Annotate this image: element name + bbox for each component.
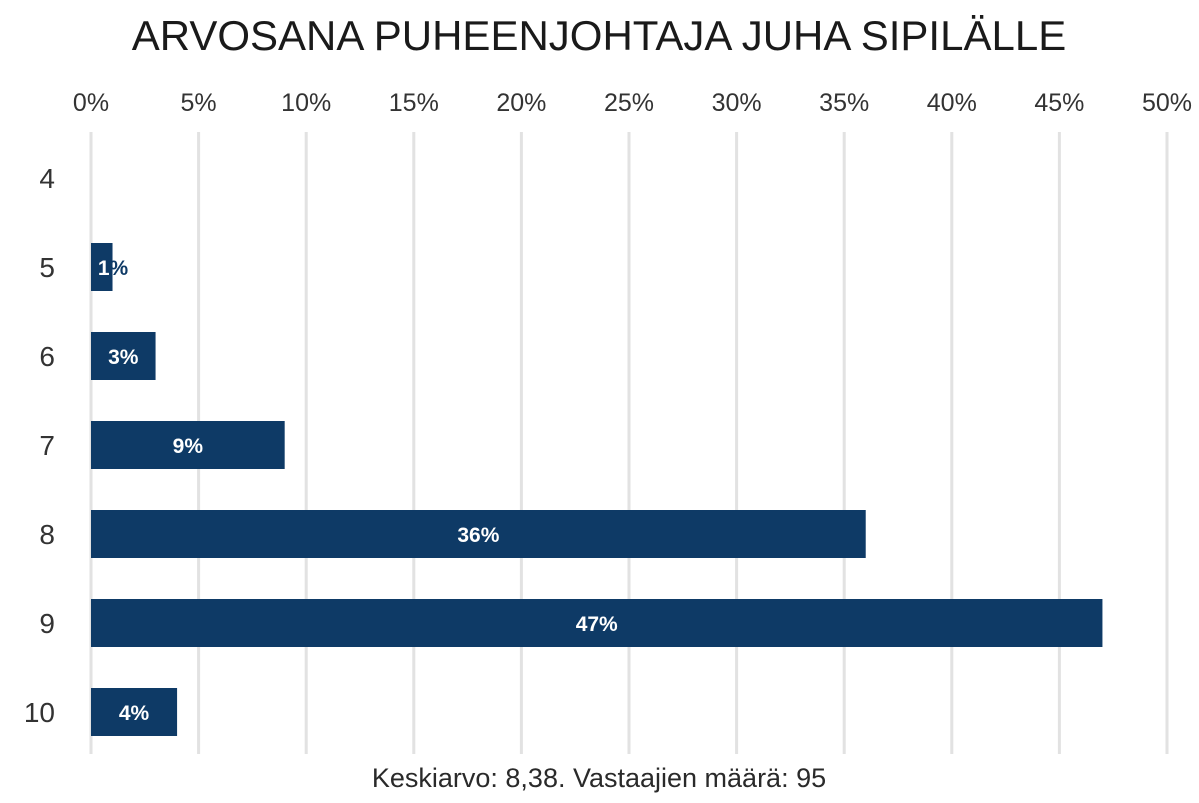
bar (91, 688, 178, 736)
bar (91, 332, 156, 380)
bars (91, 243, 1103, 736)
x-tick-label: 20% (496, 89, 546, 117)
bar-data-label: 3% (108, 346, 139, 369)
bar-data-label: 36% (457, 524, 499, 547)
category-label: 10 (24, 697, 55, 728)
x-tick-label: 10% (281, 89, 331, 117)
x-tick-label: 25% (604, 89, 654, 117)
bar-data-label: 4% (119, 702, 150, 725)
bar (91, 421, 285, 469)
x-axis-ticks: 0% 5% 10% 15% 20% 25% 30% 35% 40% 45% 50% (73, 89, 1192, 117)
x-tick-label: 15% (389, 89, 439, 117)
category-label: 8 (39, 519, 55, 550)
x-tick-label: 0% (73, 89, 109, 117)
x-tick-label: 30% (712, 89, 762, 117)
bar (91, 599, 1103, 647)
x-tick-label: 40% (927, 89, 977, 117)
bar-data-label: 1% (98, 257, 129, 280)
category-label: 4 (39, 163, 55, 194)
bar (91, 243, 113, 291)
bar (91, 510, 866, 558)
x-tick-label: 50% (1142, 89, 1192, 117)
y-axis-categories: 4 5 6 7 8 9 10 (24, 163, 55, 728)
x-tick-label: 35% (819, 89, 869, 117)
chart-footer-note: Keskiarvo: 8,38. Vastaajien määrä: 95 (372, 763, 826, 793)
gridlines (89, 132, 1169, 754)
data-labels: 1% 3% 9% 36% 47% 4% (98, 257, 618, 725)
category-label: 7 (39, 430, 55, 461)
chart-title: ARVOSANA PUHEENJOHTAJA JUHA SIPILÄLLE (132, 12, 1066, 59)
category-label: 6 (39, 341, 55, 372)
category-label: 9 (39, 608, 55, 639)
bar-data-label: 47% (576, 613, 618, 636)
bar-data-label: 9% (173, 435, 204, 458)
x-tick-label: 5% (181, 89, 217, 117)
category-label: 5 (39, 252, 55, 283)
x-tick-label: 45% (1034, 89, 1084, 117)
